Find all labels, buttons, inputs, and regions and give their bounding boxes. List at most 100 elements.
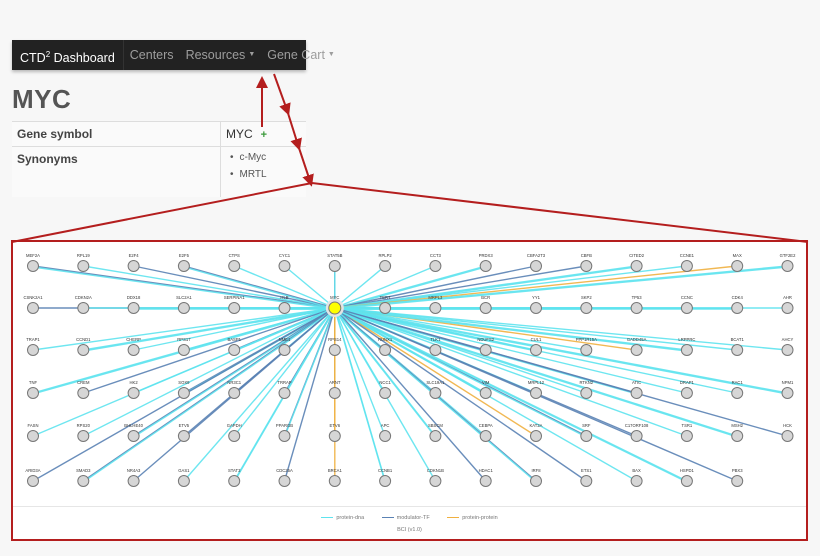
gene-node[interactable]: ATIC (630, 380, 643, 399)
gene-node[interactable]: CDKN2A (75, 295, 92, 314)
gene-node[interactable]: CBFB (580, 253, 593, 272)
gene-node[interactable]: SBSCM (428, 423, 443, 442)
gene-node[interactable]: YY1 (530, 295, 542, 314)
gene-node[interactable]: HLB (278, 295, 291, 314)
gene-node[interactable]: PPP1R15A (576, 337, 597, 356)
gene-node[interactable]: GAPDH (227, 423, 242, 442)
gene-node[interactable]: HCK (781, 423, 794, 442)
gene-node[interactable]: STAT3 (228, 468, 241, 487)
gene-node[interactable]: BCAT1 (731, 337, 745, 356)
gene-node[interactable]: NME1 (278, 337, 291, 356)
brand-link[interactable]: CTD2 Dashboard (12, 40, 124, 70)
gene-node[interactable]: VIM (479, 380, 492, 399)
gene-node[interactable]: TERT (379, 295, 392, 314)
gene-node[interactable]: APC (379, 423, 392, 442)
gene-node[interactable]: HK2 (127, 380, 140, 399)
gene-node[interactable]: LRPPRC (678, 337, 695, 356)
gene-node[interactable]: MRPL12 (528, 380, 545, 399)
gene-node[interactable]: CCT3 (429, 253, 442, 272)
gene-node[interactable]: DDX18 (127, 295, 141, 314)
gene-node[interactable]: PRDX3 (479, 253, 494, 272)
gene-node[interactable]: CCNC (681, 295, 693, 314)
gene-node[interactable]: IRF8 (530, 468, 542, 487)
gene-node[interactable]: RUNX1 (378, 337, 393, 356)
gene-node[interactable]: BHLHE40 (124, 423, 144, 442)
gene-node[interactable]: KAT2A (530, 423, 543, 442)
gene-node[interactable]: STAT5B (327, 253, 343, 272)
gene-node[interactable]: CEBPA (479, 423, 493, 442)
gene-node[interactable]: TNF (27, 380, 39, 399)
gene-node[interactable]: RPL19 (77, 253, 90, 272)
gene-node[interactable]: TSR1 (680, 423, 693, 442)
add-to-cart-icon[interactable]: + (260, 129, 268, 141)
gene-node[interactable]: BCR (479, 295, 492, 314)
gene-node[interactable]: CITED2 (629, 253, 645, 272)
gene-node[interactable]: CREM (77, 380, 90, 399)
network-graph[interactable]: MEF2A RPL19 E2F4 E2F5 CTPS CYC1 STAT5B RPLP2 CCT… (13, 242, 806, 539)
gene-node[interactable]: CCND1 (76, 337, 91, 356)
gene-node[interactable]: NR3C1 (227, 380, 242, 399)
gene-node[interactable]: SMAD3 (76, 468, 91, 487)
gene-node[interactable]: HSPD1 (680, 468, 695, 487)
gene-node[interactable]: CHERP (126, 337, 141, 356)
gene-node[interactable]: CCNE1 (680, 253, 695, 272)
gene-node[interactable]: ARNT (328, 380, 341, 399)
gene-node[interactable]: NCC1 (379, 380, 391, 399)
gene-node[interactable]: BASP1 (227, 337, 242, 356)
gene-node[interactable]: RPS17 (177, 337, 191, 356)
gene-node[interactable]: E2F4 (127, 253, 140, 272)
gene-node[interactable]: ETV5 (177, 423, 190, 442)
gene-node[interactable]: DRAP1 (680, 380, 695, 399)
gene-node[interactable]: SLC2A1 (176, 295, 192, 314)
gene-node[interactable]: NPM1 (781, 380, 794, 399)
gene-node[interactable]: RAC1 (731, 380, 744, 399)
gene-node[interactable]: CYC1 (278, 253, 291, 272)
gene-node[interactable]: SERPINA1 (224, 295, 245, 314)
gene-node[interactable]: MSH2 (731, 423, 744, 442)
gene-node[interactable]: TLK1 (429, 337, 442, 356)
gene-node[interactable]: TRAP1 (26, 337, 40, 356)
gene-node[interactable]: CBFA2T3 (527, 253, 546, 272)
center-node[interactable]: MYC (325, 295, 344, 317)
gene-node[interactable]: CDKN1B (427, 468, 444, 487)
gene-node[interactable]: ARID3A (25, 468, 41, 487)
gene-node[interactable]: AHCY (781, 337, 794, 356)
gene-node[interactable]: MAX (731, 253, 744, 272)
gene-node[interactable]: RPLP2 (378, 253, 392, 272)
gene-node[interactable]: ETV6 (328, 423, 341, 442)
gene-node[interactable]: BRCA1 (328, 468, 343, 487)
gene-node[interactable]: CDC25A (276, 468, 293, 487)
gene-node[interactable]: BAX (630, 468, 643, 487)
gene-node[interactable]: CDK4 (731, 295, 744, 314)
gene-node[interactable]: C17ORF108 (625, 423, 649, 442)
nav-gene-cart[interactable]: Gene Cart ▼ (261, 40, 341, 70)
gene-node[interactable]: MEF2A (26, 253, 40, 272)
nav-centers[interactable]: Centers (124, 40, 180, 70)
gene-node[interactable]: TP53 (630, 295, 643, 314)
nav-resources[interactable]: Resources ▼ (180, 40, 262, 70)
gene-node[interactable]: RPS14 (328, 337, 342, 356)
gene-node[interactable]: CCNB1 (378, 468, 393, 487)
gene-node[interactable]: CSNK2A1 (23, 295, 43, 314)
gene-node[interactable]: NR4A3 (127, 468, 141, 487)
gene-node[interactable]: SRF (580, 423, 593, 442)
gene-node[interactable]: E2F5 (177, 253, 190, 272)
gene-node[interactable]: TRRAP (277, 380, 292, 399)
gene-node[interactable]: FASN (27, 423, 39, 442)
gene-node[interactable]: GTF2E2 (780, 253, 796, 272)
gene-node[interactable]: SOX9 (177, 380, 190, 399)
gene-node[interactable]: CTPS (228, 253, 241, 272)
gene-node[interactable]: GAS1 (177, 468, 190, 487)
gene-node[interactable]: SLC19A1 (426, 380, 445, 399)
gene-node[interactable]: HDAC1 (479, 468, 494, 487)
gene-node[interactable]: MRPL3 (428, 295, 443, 314)
gene-node[interactable]: NDUFS2 (477, 337, 495, 356)
gene-node[interactable]: GADD45A (627, 337, 647, 356)
gene-node[interactable]: SKP2 (580, 295, 593, 314)
gene-node[interactable]: RTKN2 (579, 380, 594, 399)
gene-node[interactable]: ETS1 (580, 468, 593, 487)
gene-node[interactable]: CUL1 (530, 337, 543, 356)
gene-node[interactable]: RPS20 (77, 423, 91, 442)
gene-node[interactable]: PPARGB (276, 423, 293, 442)
gene-node[interactable]: PBX3 (731, 468, 744, 487)
